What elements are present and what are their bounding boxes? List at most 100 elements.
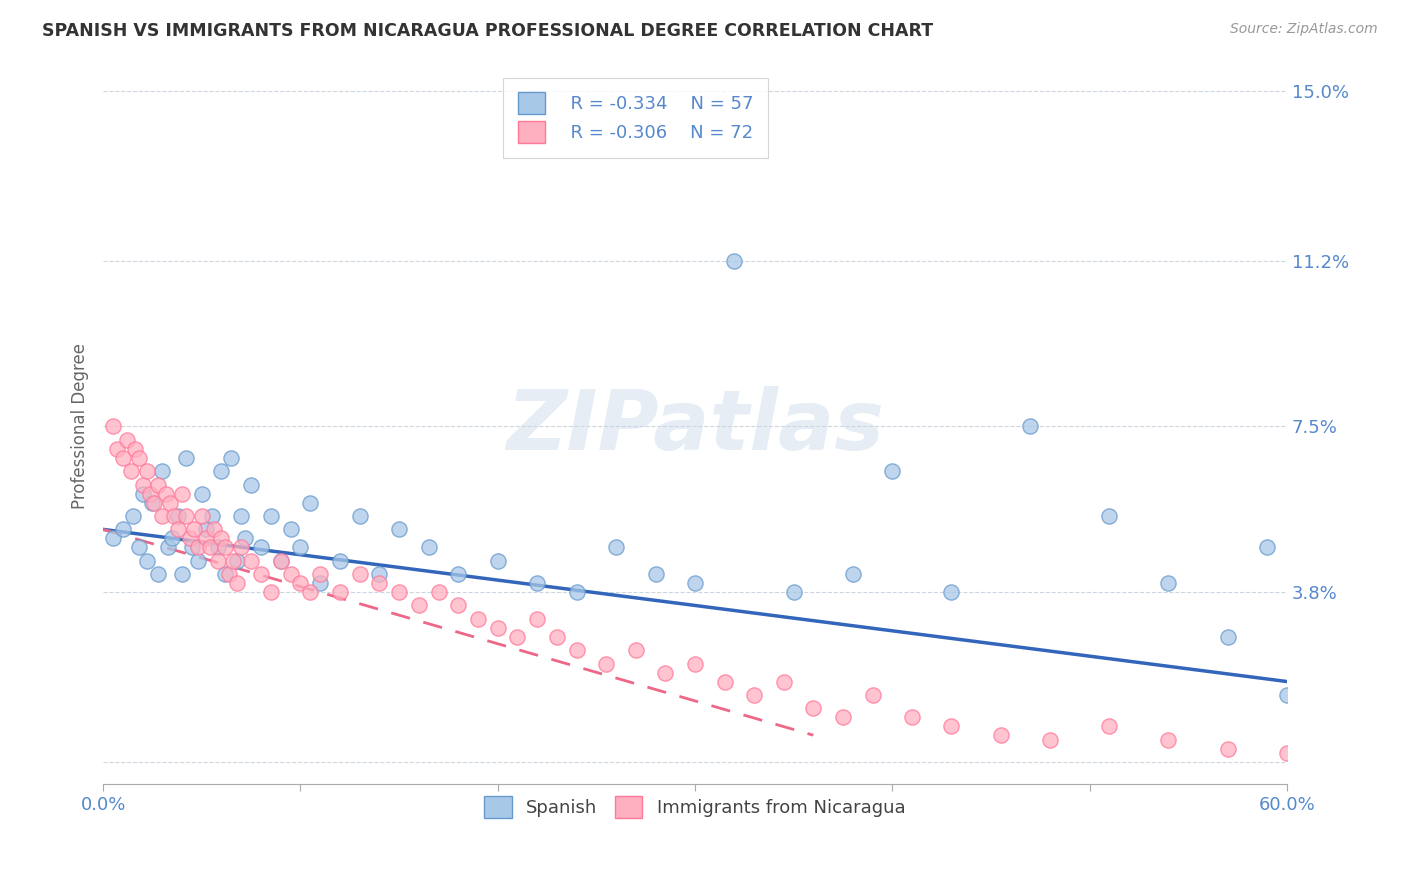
Point <box>309 567 332 582</box>
Y-axis label: Professional Degree: Professional Degree <box>72 343 89 509</box>
Point <box>231 508 253 523</box>
Point <box>121 508 143 523</box>
Point <box>654 665 676 680</box>
Point <box>167 522 190 536</box>
Point <box>214 567 236 582</box>
Point <box>211 532 233 546</box>
Point <box>467 612 489 626</box>
Point <box>329 554 352 568</box>
Point <box>174 508 197 523</box>
Point <box>1275 746 1298 760</box>
Point <box>139 486 162 500</box>
Point <box>418 541 440 555</box>
Point <box>233 532 256 546</box>
Point <box>214 541 236 555</box>
Point <box>368 576 391 591</box>
Point <box>1098 508 1121 523</box>
Point <box>1019 419 1042 434</box>
Point <box>131 486 153 500</box>
Point <box>163 508 186 523</box>
Point <box>941 719 963 733</box>
Point <box>128 541 150 555</box>
Point <box>194 522 217 536</box>
Point <box>240 554 263 568</box>
Point <box>388 522 411 536</box>
Point <box>349 508 371 523</box>
Point <box>772 674 794 689</box>
Point <box>290 541 312 555</box>
Point <box>605 541 627 555</box>
Point <box>250 567 273 582</box>
Point <box>990 728 1012 742</box>
Point <box>1216 630 1239 644</box>
Point <box>155 486 177 500</box>
Point <box>862 688 884 702</box>
Point <box>506 630 529 644</box>
Point <box>115 433 138 447</box>
Point <box>191 508 214 523</box>
Point <box>1216 741 1239 756</box>
Point <box>595 657 617 671</box>
Point <box>1157 732 1180 747</box>
Point <box>124 442 146 456</box>
Point <box>941 585 963 599</box>
Point <box>260 585 283 599</box>
Point <box>141 495 163 509</box>
Point <box>1275 688 1298 702</box>
Point <box>526 612 548 626</box>
Point <box>427 585 450 599</box>
Point <box>167 508 190 523</box>
Point <box>309 576 332 591</box>
Point <box>131 477 153 491</box>
Point <box>226 554 249 568</box>
Point <box>143 495 166 509</box>
Text: SPANISH VS IMMIGRANTS FROM NICARAGUA PROFESSIONAL DEGREE CORRELATION CHART: SPANISH VS IMMIGRANTS FROM NICARAGUA PRO… <box>42 22 934 40</box>
Point <box>486 554 509 568</box>
Point <box>159 495 181 509</box>
Point <box>240 477 263 491</box>
Point <box>683 657 706 671</box>
Point <box>1039 732 1062 747</box>
Point <box>111 450 134 465</box>
Point <box>565 585 588 599</box>
Point <box>160 532 183 546</box>
Point <box>111 522 134 536</box>
Point <box>280 522 302 536</box>
Point <box>128 450 150 465</box>
Point <box>191 486 214 500</box>
Point <box>105 442 128 456</box>
Point <box>329 585 352 599</box>
Point <box>187 554 209 568</box>
Point <box>148 567 170 582</box>
Point <box>221 450 243 465</box>
Point <box>198 541 221 555</box>
Point <box>270 554 292 568</box>
Point <box>1098 719 1121 733</box>
Point <box>270 554 292 568</box>
Point <box>157 541 180 555</box>
Point <box>1157 576 1180 591</box>
Point <box>202 522 225 536</box>
Point <box>135 554 157 568</box>
Point <box>101 419 124 434</box>
Point <box>187 541 209 555</box>
Point <box>222 554 245 568</box>
Point <box>183 522 205 536</box>
Point <box>832 710 855 724</box>
Point <box>260 508 283 523</box>
Point <box>148 477 170 491</box>
Point <box>299 585 322 599</box>
Point <box>207 554 229 568</box>
Point <box>226 576 249 591</box>
Point <box>723 254 745 268</box>
Point <box>842 567 865 582</box>
Point <box>565 643 588 657</box>
Point <box>194 532 217 546</box>
Point <box>624 643 647 657</box>
Point <box>218 567 240 582</box>
Point <box>150 508 173 523</box>
Point <box>486 621 509 635</box>
Text: ZIPatlas: ZIPatlas <box>506 386 884 467</box>
Point <box>201 508 224 523</box>
Text: Source: ZipAtlas.com: Source: ZipAtlas.com <box>1230 22 1378 37</box>
